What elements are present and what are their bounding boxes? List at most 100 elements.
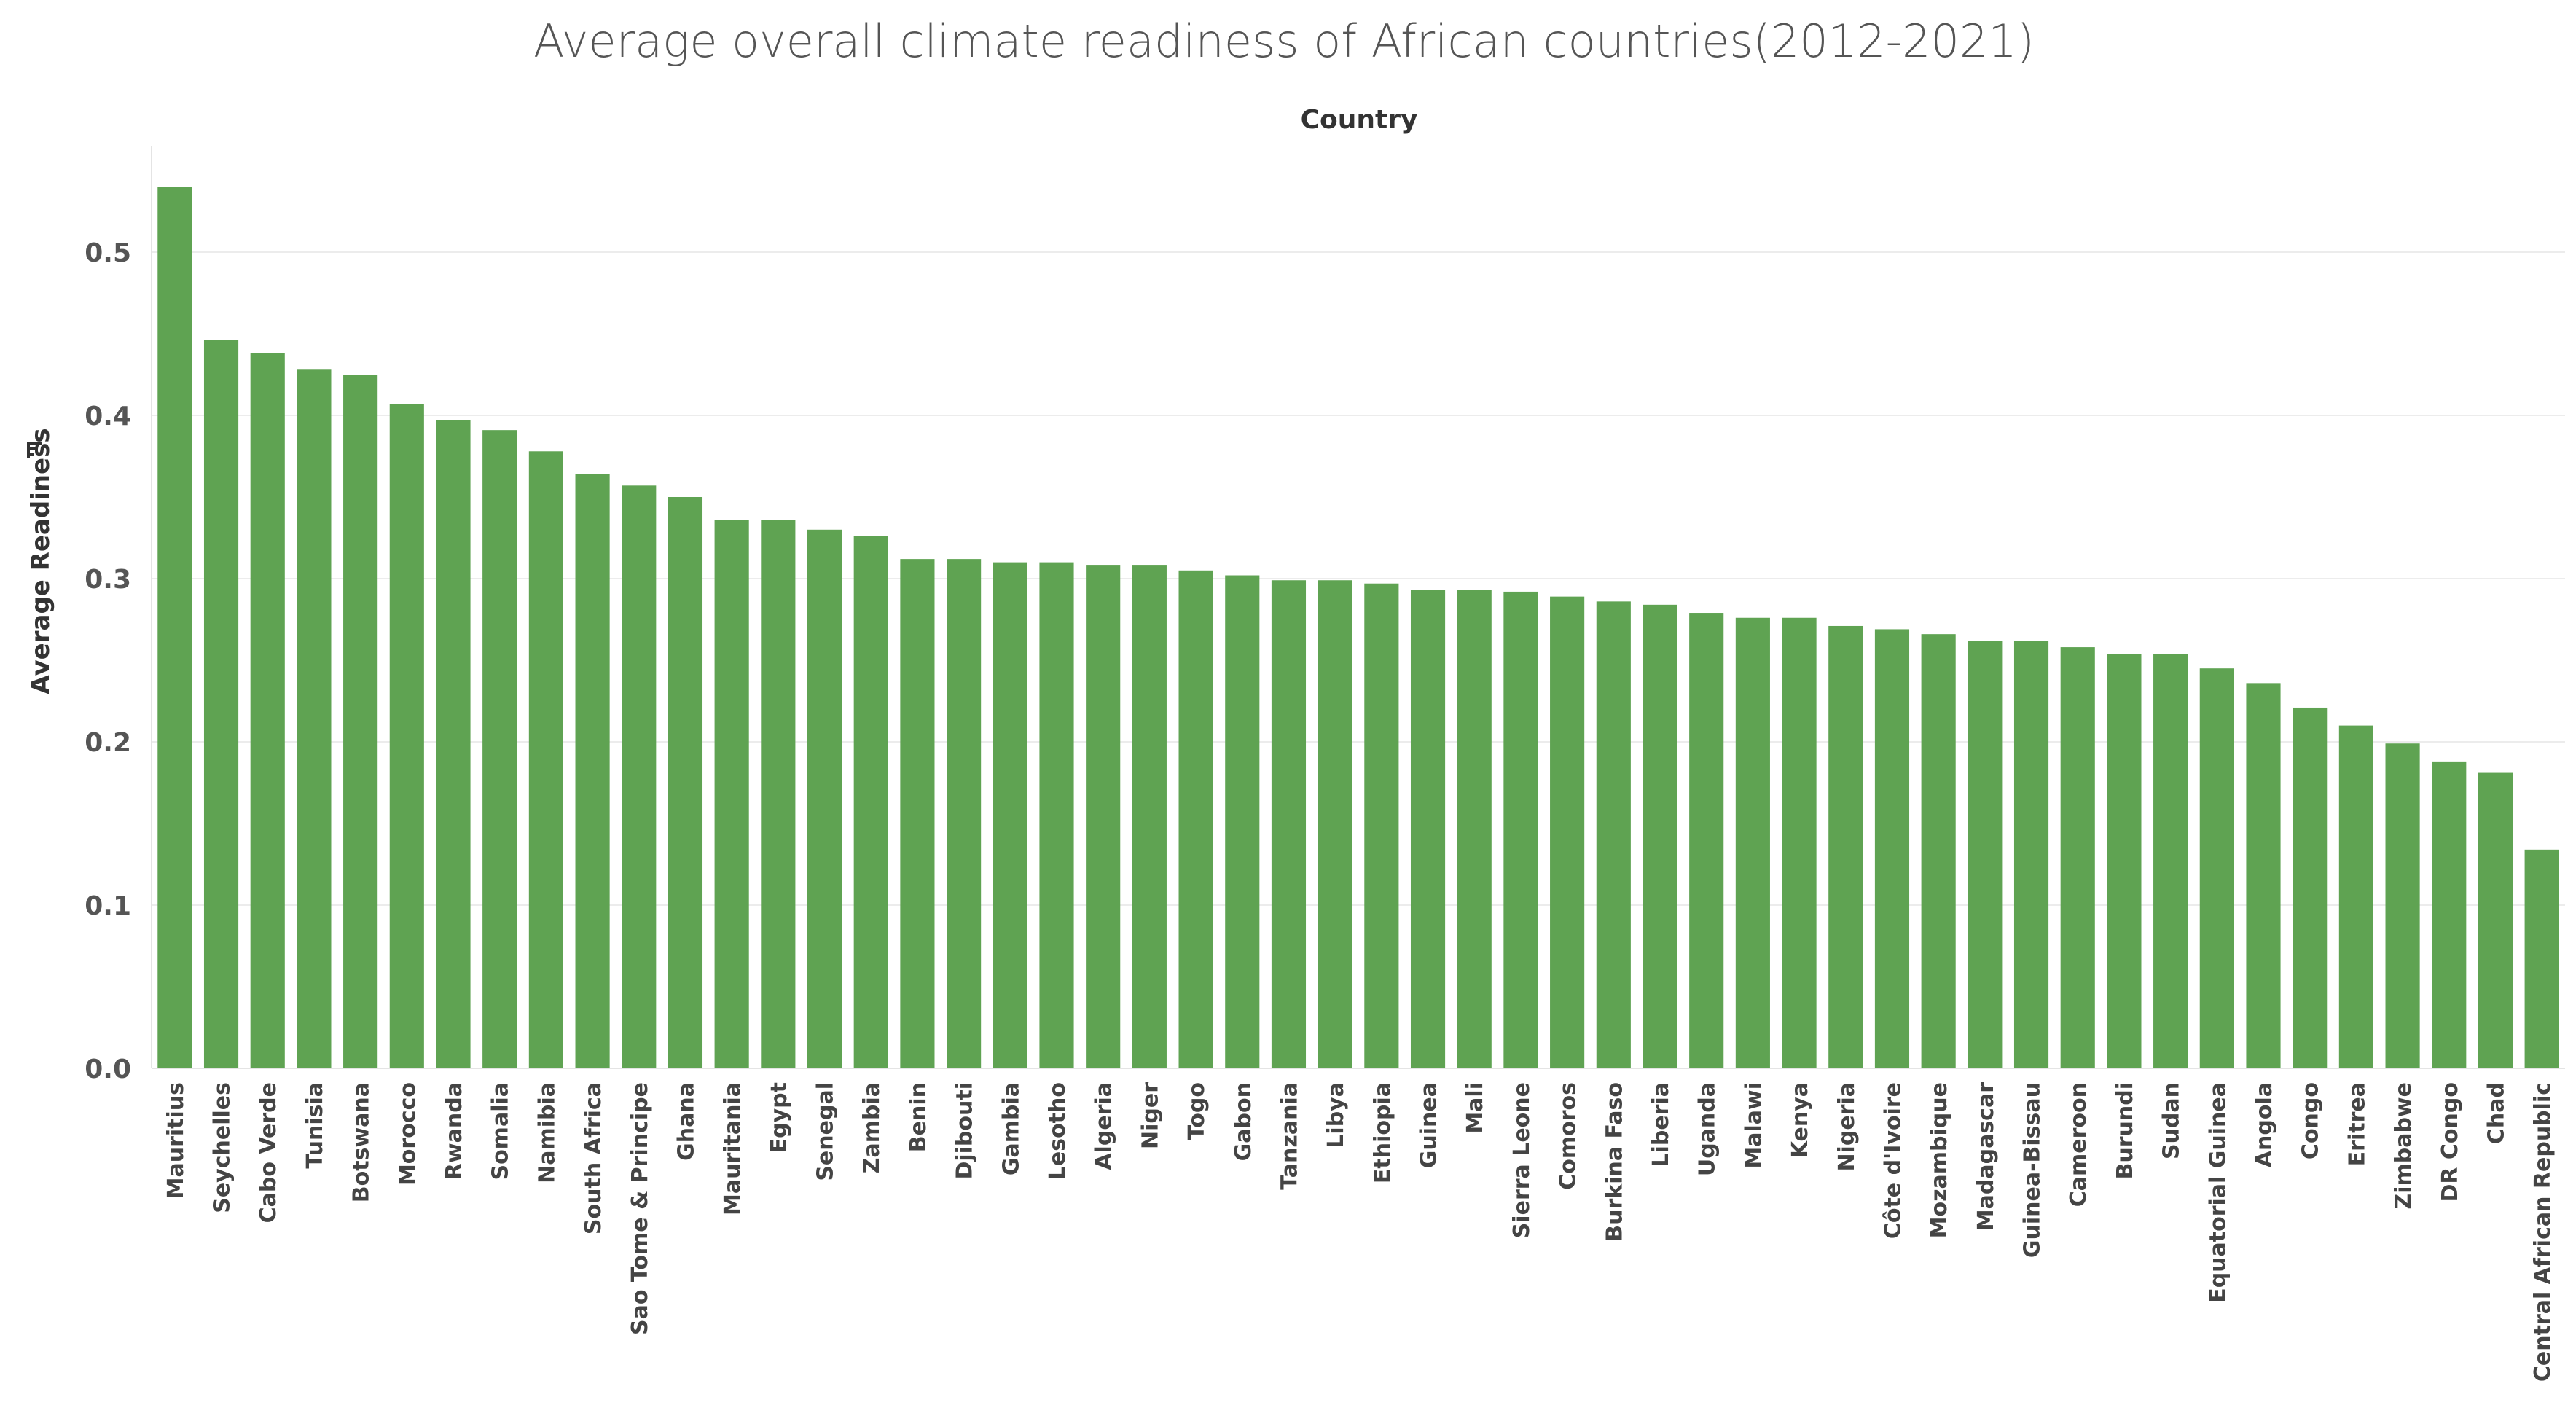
x-tick-label: Chad <box>2483 1082 2509 1144</box>
bar[interactable] <box>2060 647 2095 1068</box>
x-axis-ticks: Mauritius Seychelles Cabo Verde Tunisia Bots… <box>163 1082 2556 1382</box>
x-tick-label: Algeria <box>1092 1082 1117 1170</box>
x-tick-label: Ethiopia <box>1370 1082 1395 1183</box>
bar[interactable] <box>2246 683 2281 1068</box>
bar[interactable] <box>2338 725 2373 1068</box>
x-tick-label: Cabo Verde <box>256 1082 281 1223</box>
bar[interactable] <box>1828 625 1863 1068</box>
bar[interactable] <box>1596 601 1631 1068</box>
bar[interactable] <box>575 474 610 1068</box>
x-tick-label: Mauritania <box>720 1082 745 1216</box>
x-tick-label: Burundi <box>2113 1082 2138 1180</box>
x-tick-label: Congo <box>2298 1082 2324 1159</box>
y-tick-label: 0.3 <box>85 565 131 595</box>
bar[interactable] <box>389 404 424 1068</box>
bar[interactable] <box>668 497 703 1068</box>
x-tick-label: Sierra Leone <box>1509 1082 1535 1238</box>
bar[interactable] <box>1874 629 1910 1068</box>
x-tick-label: Madagascar <box>1973 1082 1999 1231</box>
bar[interactable] <box>482 430 517 1068</box>
bar[interactable] <box>1086 565 1121 1068</box>
bar[interactable] <box>436 420 471 1068</box>
x-tick-label: Mozambique <box>1927 1082 1952 1238</box>
bar[interactable] <box>807 529 842 1068</box>
y-axis-label: Average Readiness <box>26 428 55 694</box>
x-tick-label: Sudan <box>2159 1082 2185 1159</box>
bar[interactable] <box>853 536 888 1068</box>
bar[interactable] <box>1921 634 1956 1068</box>
bar[interactable] <box>157 187 192 1068</box>
bar[interactable] <box>1643 604 1677 1068</box>
x-tick-label: Botswana <box>349 1082 375 1202</box>
x-tick-label: Uganda <box>1695 1082 1720 1176</box>
bar[interactable] <box>1271 580 1307 1068</box>
bar[interactable] <box>1735 617 1770 1068</box>
y-tick-label: 0.5 <box>85 238 131 268</box>
x-tick-label: Mauritius <box>163 1082 189 1199</box>
bar[interactable] <box>1968 641 2003 1068</box>
x-tick-label: Namibia <box>534 1082 560 1183</box>
bar[interactable] <box>297 369 332 1068</box>
bar[interactable] <box>1782 617 1817 1068</box>
x-tick-label: Zimbabwe <box>2391 1082 2416 1210</box>
bar[interactable] <box>2199 668 2234 1068</box>
x-tick-label: Mali <box>1463 1082 1488 1134</box>
x-tick-label: Ghana <box>673 1082 699 1161</box>
x-tick-label: Seychelles <box>210 1082 235 1213</box>
bar[interactable] <box>1550 596 1585 1068</box>
bar[interactable] <box>2013 641 2049 1068</box>
x-tick-label: Zambia <box>859 1082 885 1173</box>
x-tick-label: Kenya <box>1788 1082 1813 1158</box>
x-tick-label: Central African Republic <box>2530 1082 2556 1382</box>
x-tick-label: DR Congo <box>2438 1082 2463 1202</box>
bar[interactable] <box>250 353 285 1068</box>
bar[interactable] <box>1457 590 1492 1068</box>
bar[interactable] <box>1318 580 1352 1068</box>
bar[interactable] <box>343 375 378 1068</box>
sort-descending-icon[interactable] <box>27 442 42 458</box>
chart-title: Average overall climate readiness of Afr… <box>533 15 2035 68</box>
bar[interactable] <box>2293 707 2328 1068</box>
x-tick-label: Morocco <box>395 1082 420 1186</box>
bar[interactable] <box>1689 613 1724 1068</box>
x-tick-label: Djibouti <box>952 1082 978 1180</box>
bar[interactable] <box>1364 583 1399 1068</box>
x-tick-label: Niger <box>1138 1082 1163 1149</box>
x-tick-label: Cameroon <box>2066 1082 2091 1207</box>
bar[interactable] <box>1178 570 1213 1068</box>
bar[interactable] <box>2524 849 2559 1068</box>
bar[interactable] <box>761 520 796 1068</box>
bar[interactable] <box>1225 575 1260 1068</box>
bar[interactable] <box>993 562 1027 1068</box>
bar[interactable] <box>1503 591 1538 1068</box>
x-tick-label: Guinea-Bissau <box>2020 1082 2045 1258</box>
bar[interactable] <box>528 451 563 1068</box>
bar[interactable] <box>947 559 982 1068</box>
y-tick-label: 0.2 <box>85 728 131 758</box>
bar[interactable] <box>900 559 935 1068</box>
bar[interactable] <box>2385 743 2420 1068</box>
bar[interactable] <box>622 485 657 1068</box>
bar[interactable] <box>1132 565 1167 1068</box>
bar[interactable] <box>714 520 749 1068</box>
x-tick-label: Malawi <box>1741 1082 1766 1169</box>
bar[interactable] <box>2107 654 2142 1068</box>
bar[interactable] <box>1039 562 1074 1068</box>
y-tick-label: 0.4 <box>85 402 131 431</box>
bar[interactable] <box>2153 654 2188 1068</box>
x-tick-label: Guinea <box>1417 1082 1442 1168</box>
x-tick-label: Côte d'Ivoire <box>1880 1082 1906 1239</box>
x-tick-label: South Africa <box>581 1082 606 1234</box>
x-tick-label: Comoros <box>1556 1082 1581 1190</box>
x-tick-label: Equatorial Guinea <box>2205 1082 2231 1303</box>
bar[interactable] <box>2478 772 2513 1068</box>
bar[interactable] <box>1410 590 1446 1068</box>
bar[interactable] <box>2432 761 2467 1068</box>
x-tick-label: Rwanda <box>442 1082 467 1180</box>
x-tick-label: Eritrea <box>2344 1082 2370 1166</box>
x-tick-label: Togo <box>1184 1082 1210 1140</box>
x-tick-label: Liberia <box>1648 1082 1674 1167</box>
x-tick-label: Tanzania <box>1277 1082 1302 1190</box>
bar[interactable] <box>203 340 239 1069</box>
